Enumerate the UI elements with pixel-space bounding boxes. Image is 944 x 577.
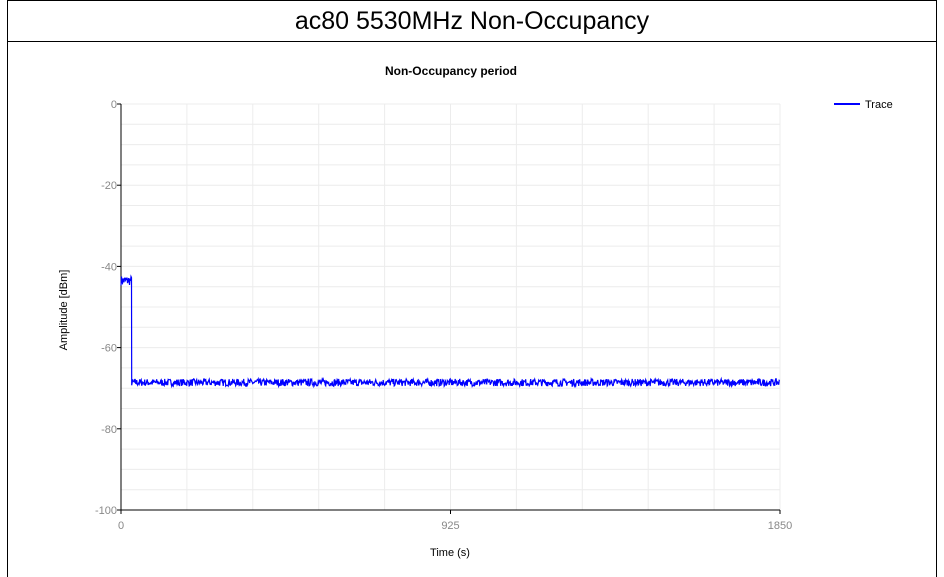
y-tick-label: -80 <box>101 424 117 436</box>
report-frame <box>7 0 937 577</box>
x-tick-label: 1850 <box>768 520 792 532</box>
y-tick-label: 0 <box>111 99 117 111</box>
x-tick-label: 925 <box>441 520 459 532</box>
y-tick-label: -100 <box>95 505 117 517</box>
x-tick-label: 0 <box>118 520 124 532</box>
x-axis-label: Time (s) <box>430 547 470 559</box>
series-line-trace <box>120 274 781 389</box>
legend: Trace <box>834 99 893 111</box>
grid-lines <box>121 103 781 510</box>
y-tick-label: -60 <box>101 343 117 355</box>
legend-label-trace: Trace <box>865 99 893 111</box>
y-axis-label: Amplitude [dBm] <box>58 270 70 351</box>
report-title: ac80 5530MHz Non-Occupancy <box>7 0 937 42</box>
axes <box>117 103 781 514</box>
y-tick-label: -40 <box>101 261 117 273</box>
chart-title: Non-Occupancy period <box>385 64 517 78</box>
series-layer <box>120 274 781 389</box>
y-tick-label: -20 <box>101 180 117 192</box>
